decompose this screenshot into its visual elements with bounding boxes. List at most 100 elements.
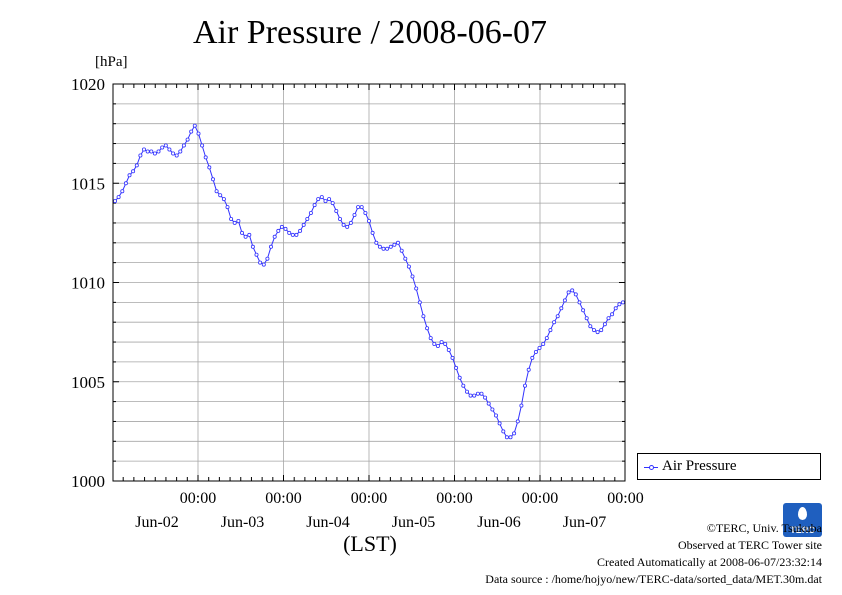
data-point (508, 435, 513, 440)
data-point (490, 407, 495, 412)
legend: Air Pressure (637, 453, 821, 480)
data-point (258, 260, 263, 265)
data-point (261, 262, 266, 267)
data-point (348, 220, 353, 225)
data-point (475, 391, 480, 396)
data-point (152, 151, 157, 156)
data-point (592, 328, 597, 333)
legend-label: Air Pressure (662, 458, 737, 474)
data-point (483, 395, 488, 400)
data-point (334, 208, 339, 213)
data-point (363, 210, 368, 215)
data-point (178, 149, 183, 154)
y-unit-label: [hPa] (95, 54, 128, 70)
data-point (479, 391, 484, 396)
data-point (287, 230, 292, 235)
data-point (268, 244, 273, 249)
data-point (562, 298, 567, 303)
data-point (279, 224, 284, 229)
data-point (323, 199, 328, 204)
data-point (221, 197, 226, 202)
data-point (181, 143, 186, 148)
data-point (403, 256, 408, 261)
footer-site: Observed at TERC Tower site (677, 538, 822, 552)
grid-lines (113, 84, 625, 481)
data-point (388, 244, 393, 249)
data-point (185, 137, 190, 142)
data-point (450, 355, 455, 360)
data-point (232, 220, 237, 225)
data-point (149, 149, 154, 154)
data-point (345, 224, 350, 229)
data-point (406, 264, 411, 269)
data-point (417, 300, 422, 305)
data-point (555, 314, 560, 319)
data-point (497, 421, 502, 426)
data-point (374, 240, 379, 245)
y-tick-label: 1010 (71, 274, 105, 293)
data-point (356, 205, 361, 210)
data-point (425, 326, 430, 331)
data-point (316, 197, 321, 202)
data-point (468, 393, 473, 398)
data-point (319, 195, 324, 200)
data-point (573, 292, 578, 297)
data-point (621, 300, 626, 305)
data-point (544, 336, 549, 341)
data-point (541, 341, 546, 346)
data-point (203, 155, 208, 160)
x-tick-label-time: 00:00 (436, 490, 472, 507)
data-point (210, 177, 215, 182)
footer-source: Data source : /home/hojyo/new/TERC-data/… (485, 572, 822, 586)
data-point (486, 401, 491, 406)
water-drop-icon (798, 507, 807, 520)
data-point (421, 314, 426, 319)
data-point (160, 145, 165, 150)
data-point (454, 365, 459, 370)
x-tick-label-time: 00:00 (522, 490, 558, 507)
data-point (584, 316, 589, 321)
data-point (493, 413, 498, 418)
data-point (472, 393, 477, 398)
data-point (501, 429, 506, 434)
data-point (446, 347, 451, 352)
x-axis-label: (LST) (343, 531, 397, 556)
data-point (276, 228, 281, 233)
data-point (254, 252, 259, 257)
footer-copyright: ©TERC, Univ. Tsukuba (706, 521, 822, 535)
y-tick-label: 1000 (71, 472, 105, 491)
data-point (127, 173, 132, 178)
plot-frame (112, 83, 626, 482)
y-tick-label: 1005 (71, 373, 105, 392)
data-point (432, 341, 437, 346)
data-point (570, 288, 575, 293)
data-point (352, 212, 357, 217)
data-point (566, 290, 571, 295)
data-point (599, 328, 604, 333)
x-tick-label-date: Jun-03 (221, 514, 265, 531)
data-point (290, 232, 295, 237)
data-point (392, 242, 397, 247)
data-point (116, 195, 121, 200)
data-point (613, 306, 618, 311)
data-point (214, 189, 219, 194)
logo-text: TERC (790, 525, 815, 535)
data-point (337, 216, 342, 221)
data-point (141, 147, 146, 152)
data-point (399, 248, 404, 253)
data-point (272, 234, 277, 239)
x-tick-label-date: Jun-07 (563, 514, 607, 531)
y-tick-label: 1020 (71, 75, 105, 94)
data-point (156, 149, 161, 154)
data-point (530, 355, 535, 360)
data-point (305, 216, 310, 221)
data-point (410, 274, 415, 279)
data-point (537, 345, 542, 350)
data-point (559, 306, 564, 311)
data-point (457, 375, 462, 380)
data-point (366, 218, 371, 223)
data-point (606, 316, 611, 321)
data-point (250, 244, 255, 249)
data-point (581, 308, 586, 313)
